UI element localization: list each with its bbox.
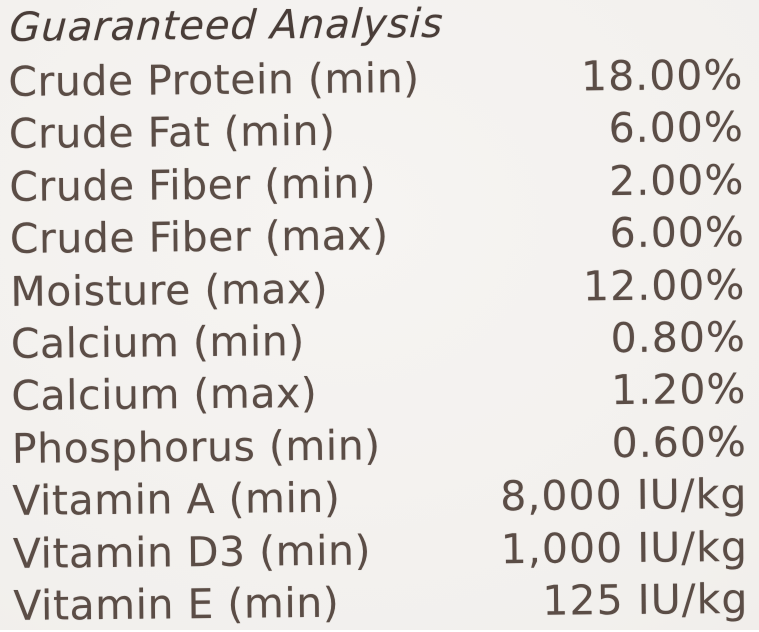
analysis-row-phosphorus-min: Phosphorus (min) 0.60%: [12, 416, 747, 475]
analysis-row-crude-protein-min: Crude Protein (min) 18.00%: [8, 49, 743, 108]
nutrient-name: Crude Fiber (max): [9, 211, 389, 264]
nutrient-name: Phosphorus (min): [11, 421, 381, 473]
nutrient-value: 0.80%: [610, 312, 747, 363]
nutrient-value: 8,000 IU/kg: [500, 469, 748, 521]
nutrient-name: Vitamin E (min): [13, 578, 340, 630]
nutrient-name: Crude Fiber (min): [9, 159, 377, 211]
nutrient-value: 18.00%: [580, 50, 744, 101]
nutrient-value: 0.60%: [611, 417, 748, 467]
nutrient-name: Calcium (max): [11, 369, 318, 421]
nutrient-value: 2.00%: [608, 155, 745, 205]
analysis-row-crude-fat-min: Crude Fat (min) 6.00%: [9, 101, 744, 160]
analysis-table: Crude Protein (min) 18.00% Crude Fat (mi…: [8, 49, 748, 632]
analysis-row-vitamin-a-min: Vitamin A (min) 8,000 IU/kg: [12, 468, 747, 527]
analysis-row-vitamin-d3-min: Vitamin D3 (min) 1,000 IU/kg: [13, 520, 748, 579]
nutrient-value: 1,000 IU/kg: [500, 522, 749, 573]
nutrient-value: 6.00%: [608, 103, 745, 153]
analysis-row-calcium-min: Calcium (min) 0.80%: [11, 311, 746, 370]
page-title: Guaranteed Analysis: [8, 0, 445, 51]
nutrient-name: Moisture (max): [10, 264, 329, 316]
nutrient-name: Vitamin A (min): [12, 473, 341, 526]
analysis-row-calcium-max: Calcium (max) 1.20%: [11, 363, 746, 422]
analysis-row-moisture-max: Moisture (max) 12.00%: [10, 258, 745, 317]
nutrient-name: Vitamin D3 (min): [12, 525, 372, 578]
nutrient-name: Crude Fat (min): [8, 107, 336, 159]
nutrient-name: Crude Protein (min): [8, 53, 420, 106]
nutrient-value: 125 IU/kg: [542, 574, 749, 625]
analysis-row-crude-fiber-max: Crude Fiber (max) 6.00%: [10, 206, 745, 265]
nutrient-value: 6.00%: [609, 208, 746, 258]
analysis-row-crude-fiber-min: Crude Fiber (min) 2.00%: [9, 154, 744, 213]
nutrient-name: Calcium (min): [10, 317, 305, 368]
nutrient-value: 12.00%: [582, 260, 746, 310]
analysis-row-vitamin-e-min: Vitamin E (min) 125 IU/kg: [13, 573, 748, 632]
nutrient-value: 1.20%: [610, 365, 747, 415]
